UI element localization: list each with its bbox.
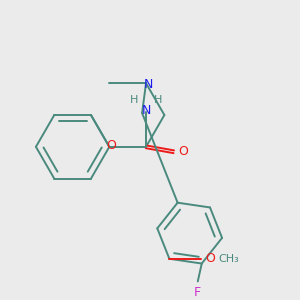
Text: CH₃: CH₃ [218, 254, 239, 264]
Text: H: H [154, 95, 162, 105]
Text: O: O [205, 252, 215, 265]
Text: N: N [141, 103, 151, 117]
Text: H: H [130, 95, 138, 105]
Text: O: O [106, 139, 116, 152]
Text: O: O [178, 145, 188, 158]
Text: N: N [143, 78, 153, 91]
Text: F: F [194, 286, 201, 299]
